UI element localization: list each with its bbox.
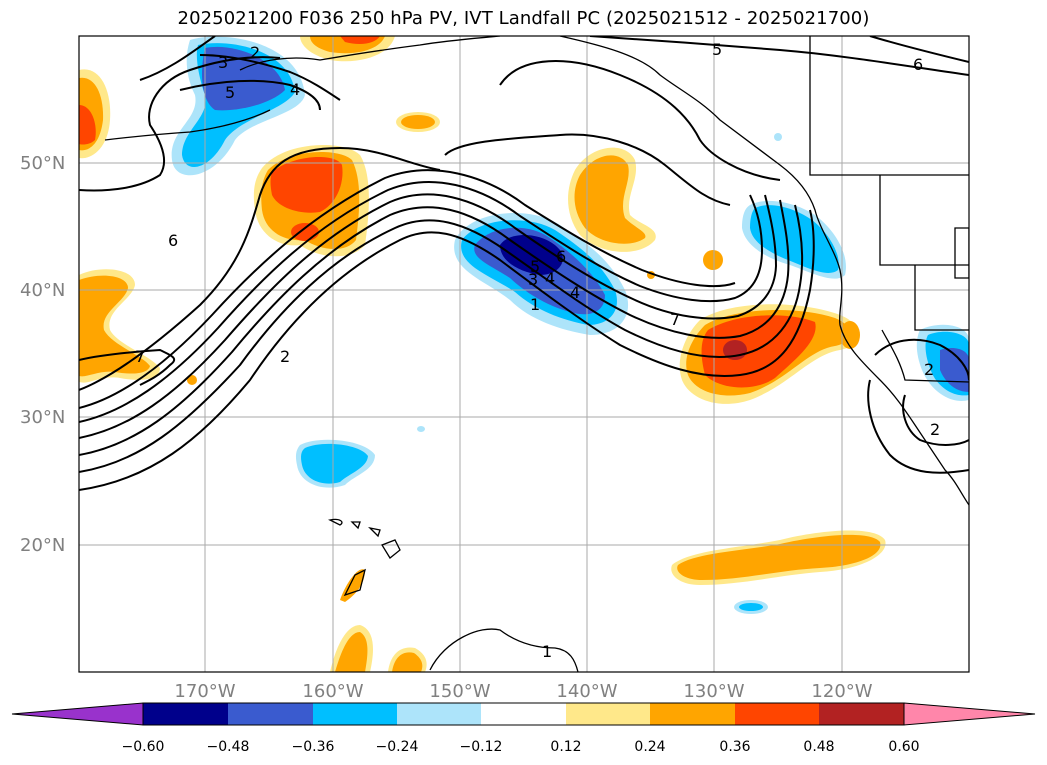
colorbar-bin — [313, 703, 397, 725]
gridlines — [79, 36, 969, 672]
colorbar-bin — [228, 703, 313, 725]
contour-label: 5 — [712, 40, 722, 59]
colorbar-tick: −0.24 — [376, 739, 419, 755]
colorbar-tick: 0.60 — [888, 739, 919, 755]
colorbar-extend-left — [11, 702, 144, 726]
colorbar-bin — [650, 703, 735, 725]
colorbar-bin — [397, 703, 481, 725]
colorbar-tick: −0.12 — [460, 739, 503, 755]
lon-label: 170°W — [174, 681, 235, 702]
colorbar-tick: 0.48 — [803, 739, 834, 755]
colorbar-ticks: −0.60 −0.48 −0.36 −0.24 −0.12 0.12 0.24 … — [122, 739, 920, 755]
contour-label: 2 — [924, 360, 934, 379]
contour-label-group: 2 3 4 5 5 6 6 7 2 4 5 6 1 3 4 7 2 2 1 — [135, 40, 940, 661]
contour-label: 4 — [570, 283, 580, 302]
contour-lines — [79, 36, 969, 491]
colorbar-tick: −0.48 — [207, 739, 250, 755]
lat-labels: 50°N 40°N 30°N 20°N — [20, 153, 65, 556]
colorbar-bin — [143, 703, 228, 725]
contour-label: 5 — [530, 257, 540, 276]
contour-label: 6 — [168, 231, 178, 250]
colorbar-tick: −0.60 — [122, 739, 165, 755]
contour-label: 4 — [290, 80, 300, 99]
lon-label: 160°W — [302, 681, 363, 702]
lon-label: 140°W — [556, 681, 617, 702]
colorbar-bin — [481, 703, 566, 725]
lon-labels: 170°W 160°W 150°W 140°W 130°W 120°W — [174, 681, 872, 702]
lat-label: 40°N — [20, 280, 65, 301]
contour-label: 5 — [225, 83, 235, 102]
lat-label: 50°N — [20, 153, 65, 174]
map-title: 2025021200 F036 250 hPa PV, IVT Landfall… — [177, 8, 870, 29]
lat-label: 30°N — [20, 407, 65, 428]
contour-label: 2 — [280, 347, 290, 366]
contour-label: 3 — [218, 53, 228, 72]
contour-label: 6 — [556, 247, 566, 266]
contour-label: 7 — [670, 310, 680, 329]
contour-label: 4 — [545, 269, 555, 288]
contour-label: 1 — [530, 295, 540, 314]
colorbar-tick: −0.36 — [292, 739, 335, 755]
map-panel: 2 3 4 5 5 6 6 7 2 4 5 6 1 3 4 7 2 2 1 — [79, 36, 969, 672]
colorbar-bin — [819, 703, 904, 725]
contour-label: 7 — [135, 347, 145, 366]
map-border — [78, 35, 970, 673]
lon-label: 120°W — [811, 681, 872, 702]
colorbar-tick: 0.24 — [634, 739, 665, 755]
colorbar-tick: 0.12 — [550, 739, 581, 755]
coastlines — [104, 36, 969, 672]
contour-label: 2 — [250, 43, 260, 62]
contour-label: 3 — [528, 270, 538, 289]
colorbar-tick: 0.36 — [719, 739, 750, 755]
colorbar-extend-right — [903, 702, 1036, 726]
lon-label: 150°W — [429, 681, 490, 702]
colorbar-bin — [566, 703, 650, 725]
lat-label: 20°N — [20, 535, 65, 556]
lon-label: 130°W — [683, 681, 744, 702]
colorbar: −0.60 −0.48 −0.36 −0.24 −0.12 0.12 0.24 … — [11, 702, 1036, 755]
colorbar-bin — [735, 703, 819, 725]
contour-label: 2 — [930, 420, 940, 439]
contour-label: 1 — [542, 642, 552, 661]
contour-label: 6 — [913, 55, 923, 74]
